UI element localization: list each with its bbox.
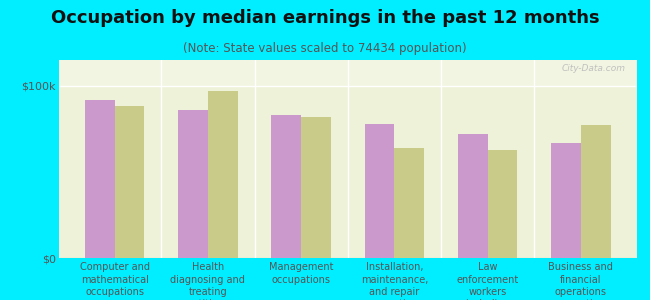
Text: (Note: State values scaled to 74434 population): (Note: State values scaled to 74434 popu… (183, 42, 467, 55)
Bar (581, 125, 611, 258)
Text: Occupation by median earnings in the past 12 months: Occupation by median earnings in the pas… (51, 9, 599, 27)
Bar (395, 148, 424, 258)
Text: City-Data.com: City-Data.com (562, 64, 625, 73)
Bar (458, 134, 488, 258)
Bar (301, 117, 331, 258)
Bar (551, 142, 581, 258)
Bar (114, 106, 144, 258)
Bar (271, 115, 301, 258)
Bar (178, 110, 208, 258)
Bar (365, 124, 395, 258)
Bar (84, 100, 114, 258)
Bar (488, 149, 517, 258)
Bar (208, 91, 238, 258)
Bar (58, 60, 637, 86)
